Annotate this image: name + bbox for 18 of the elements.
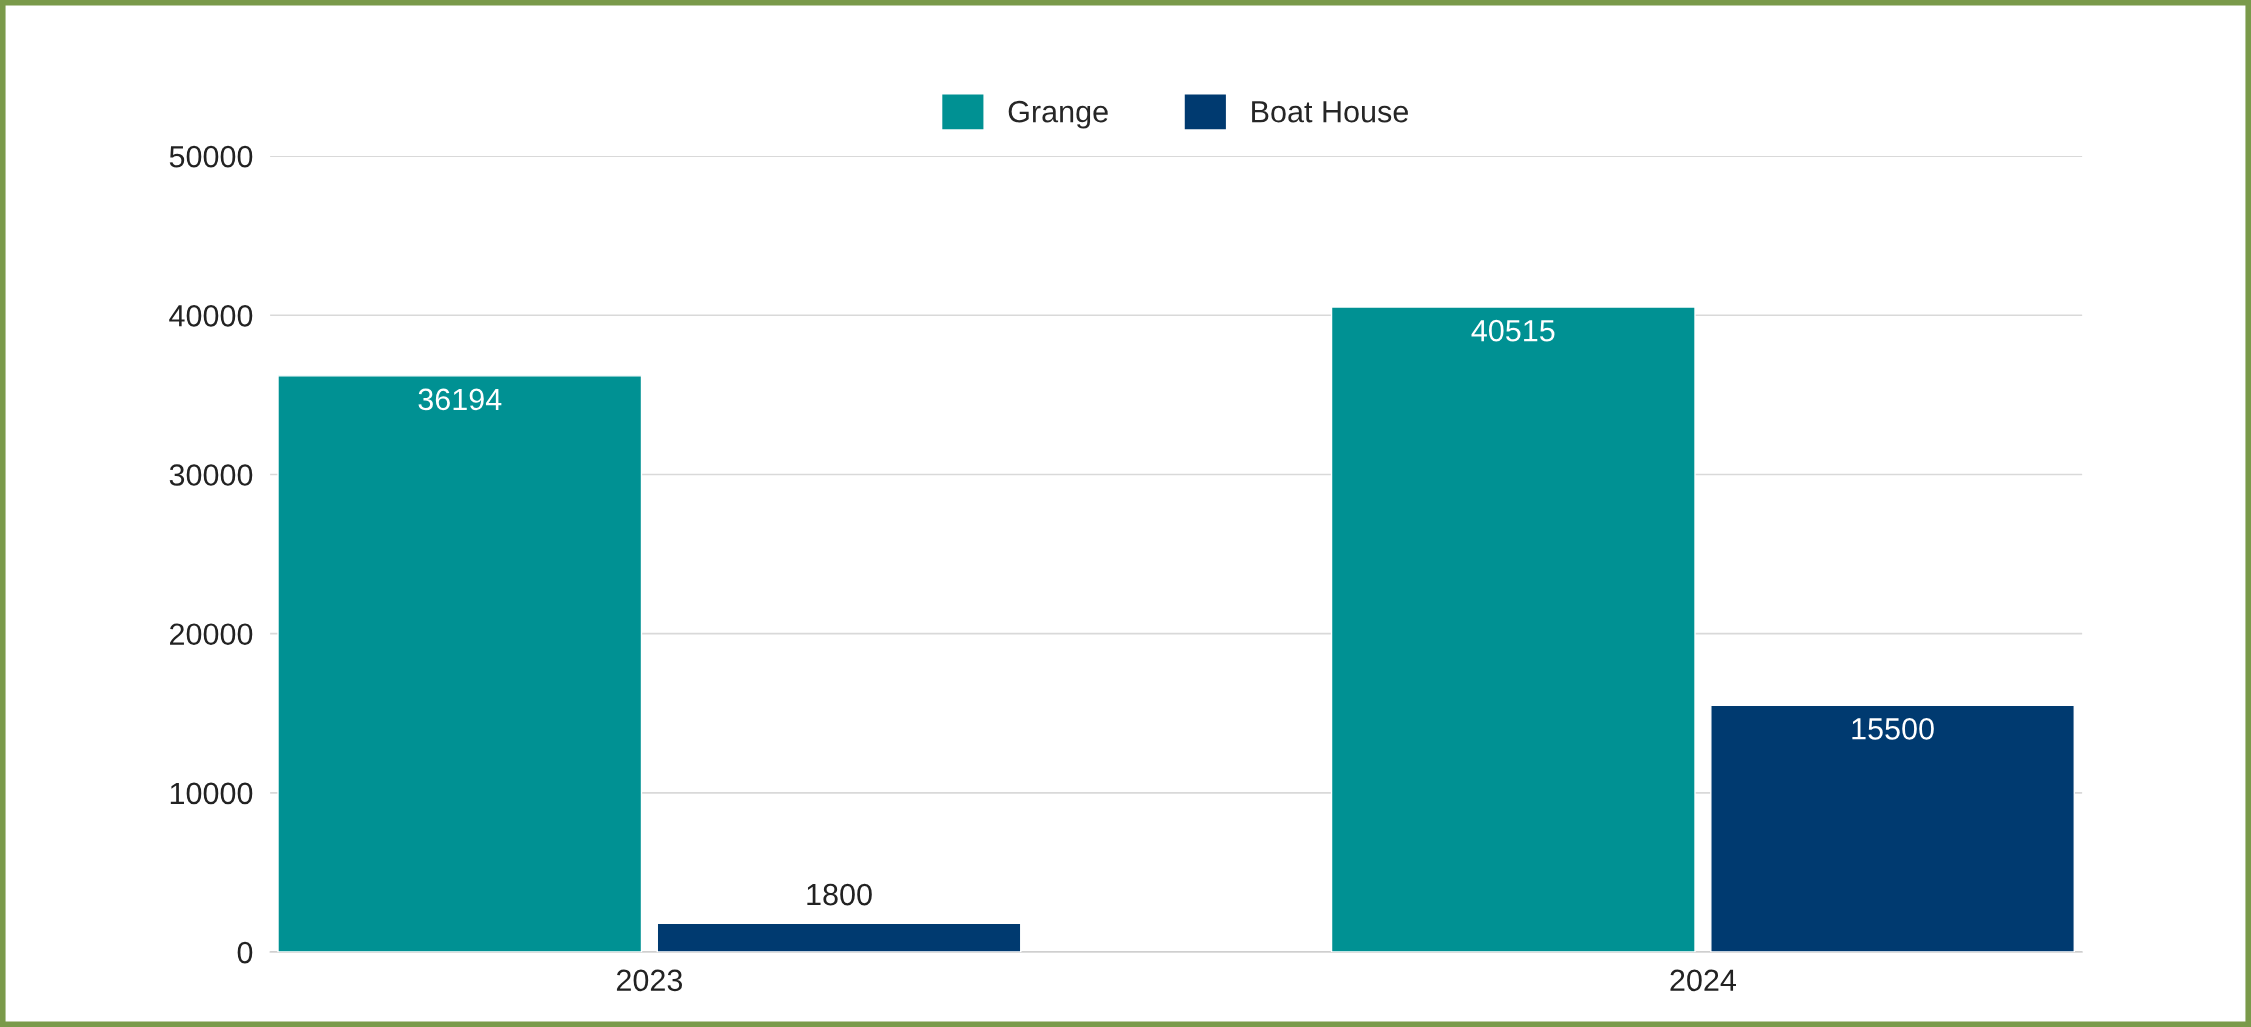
y-tick-label: 20000 <box>170 623 253 646</box>
y-tick-label: 40000 <box>169 305 253 327</box>
y-tick-label: 50000 <box>169 145 253 168</box>
bar <box>277 375 643 953</box>
legend-label: Boat House <box>1252 101 1408 123</box>
y-tick-label: 30000 <box>169 464 253 486</box>
data-label: 15500 <box>1852 718 1934 740</box>
bar <box>1330 306 1696 953</box>
data-label: 36194 <box>418 388 502 411</box>
data-label: 40515 <box>1471 319 1555 342</box>
legend-label: Grange <box>1008 100 1108 129</box>
x-tick-label: 2023 <box>616 969 683 992</box>
y-tick-label: 0 <box>237 941 253 964</box>
bar <box>1710 704 2075 953</box>
x-tick-label: 2024 <box>1670 969 1736 992</box>
bar <box>656 922 1022 953</box>
y-tick-label: 10000 <box>170 782 253 805</box>
data-label: 1800 <box>807 883 872 906</box>
